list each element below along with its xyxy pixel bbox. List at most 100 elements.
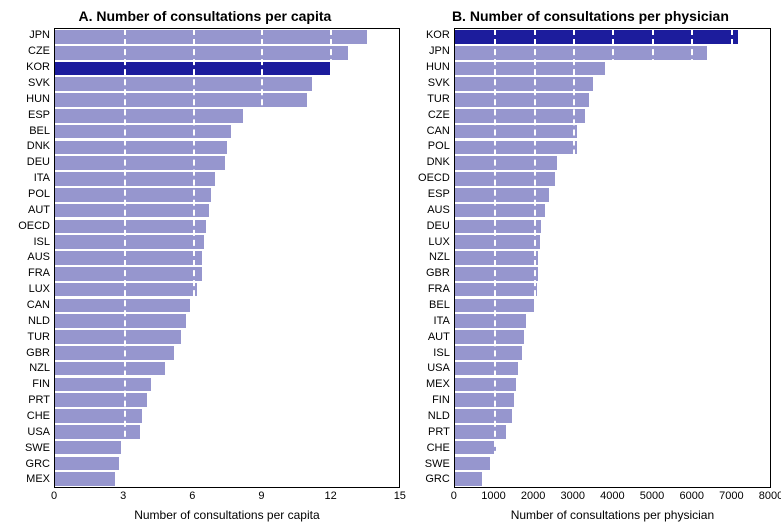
y-tick-label: AUT [10, 202, 50, 218]
x-tick-label: 4000 [600, 490, 624, 502]
y-tick-label: ISL [410, 345, 450, 361]
bar-row [55, 440, 399, 456]
x-tick-label: 0 [51, 490, 57, 502]
x-tick-label: 0 [451, 490, 457, 502]
y-tick-label: BEL [410, 298, 450, 314]
bar-row [55, 45, 399, 61]
y-tick-label: PRT [410, 424, 450, 440]
bar [55, 125, 231, 139]
y-tick-label: GRC [410, 472, 450, 488]
bar-row [55, 408, 399, 424]
bar [455, 141, 577, 155]
bar [55, 378, 151, 392]
bar-row [55, 203, 399, 219]
bar-row [55, 234, 399, 250]
bar [455, 109, 585, 123]
bar [455, 172, 555, 186]
bar [55, 188, 211, 202]
bar [455, 425, 506, 439]
chart-container: A. Number of consultations per capita JP… [0, 0, 781, 522]
y-tick-label: ITA [10, 171, 50, 187]
panel-a-title: A. Number of consultations per capita [10, 6, 400, 28]
gridline [261, 29, 263, 487]
panel-a-bars [55, 29, 399, 487]
bar [55, 299, 190, 313]
y-tick-label: AUT [410, 329, 450, 345]
y-tick-label: SWE [10, 440, 50, 456]
y-tick-label: GBR [10, 345, 50, 361]
y-tick-label: SVK [10, 76, 50, 92]
y-tick-label: USA [10, 424, 50, 440]
y-tick-label: CAN [410, 123, 450, 139]
bar-row [55, 313, 399, 329]
y-tick-label: TUR [10, 329, 50, 345]
y-tick-label: MEX [410, 377, 450, 393]
bar [455, 330, 524, 344]
x-tick-label: 1000 [481, 490, 505, 502]
gridline [731, 29, 733, 487]
bar [55, 141, 227, 155]
y-tick-label: SVK [410, 76, 450, 92]
gridline [691, 29, 693, 487]
y-tick-label: POL [410, 139, 450, 155]
y-tick-label: DEU [410, 218, 450, 234]
bar [55, 220, 206, 234]
x-tick-label: 7000 [719, 490, 743, 502]
bar [455, 62, 605, 76]
bar-row [55, 219, 399, 235]
y-tick-label: POL [10, 187, 50, 203]
bar-row [55, 29, 399, 45]
panel-a-y-labels: JPNCZEKORSVKHUNESPBELDNKDEUITAPOLAUTOECD… [10, 28, 54, 488]
bar-row [55, 171, 399, 187]
bar-row [55, 124, 399, 140]
bar-row [55, 108, 399, 124]
bar-row [55, 298, 399, 314]
bar [55, 457, 119, 471]
bar [455, 46, 707, 60]
x-tick-label: 3 [120, 490, 126, 502]
bar [55, 314, 186, 328]
y-tick-label: NLD [10, 313, 50, 329]
bar [455, 156, 557, 170]
bar-row [55, 456, 399, 472]
bar-row [55, 187, 399, 203]
bar-row [55, 266, 399, 282]
bar-row [55, 250, 399, 266]
y-tick-label: AUS [410, 202, 450, 218]
y-tick-label: BEL [10, 123, 50, 139]
bar [455, 125, 577, 139]
y-tick-label: FIN [410, 393, 450, 409]
bar [55, 235, 204, 249]
bar [55, 393, 147, 407]
x-tick-label: 15 [394, 490, 406, 502]
y-tick-label: USA [410, 361, 450, 377]
bar [55, 46, 348, 60]
bar [55, 77, 312, 91]
bar-row [55, 76, 399, 92]
bar-row [55, 155, 399, 171]
bar [55, 93, 307, 107]
panel-b-title: B. Number of consultations per physician [410, 6, 771, 28]
bar [55, 204, 209, 218]
x-tick-label: 12 [325, 490, 337, 502]
panel-b-plot-wrap: KORJPNHUNSVKTURCZECANPOLDNKOECDESPAUSDEU… [410, 28, 771, 488]
bar [455, 93, 589, 107]
bar [55, 156, 225, 170]
y-tick-label: ESP [10, 107, 50, 123]
y-tick-label: CZE [10, 44, 50, 60]
panel-b-y-labels: KORJPNHUNSVKTURCZECANPOLDNKOECDESPAUSDEU… [410, 28, 454, 488]
bar [455, 30, 739, 44]
bar-row [55, 377, 399, 393]
bar [455, 251, 539, 265]
bar [55, 251, 202, 265]
gridline [573, 29, 575, 487]
bar-row [55, 345, 399, 361]
gridline [612, 29, 614, 487]
bar-row [55, 361, 399, 377]
bar [455, 235, 540, 249]
bar [55, 109, 243, 123]
bar [455, 314, 526, 328]
x-tick-label: 9 [258, 490, 264, 502]
panel-a: A. Number of consultations per capita JP… [10, 6, 400, 522]
panel-a-x-label: Number of consultations per capita [54, 508, 400, 522]
